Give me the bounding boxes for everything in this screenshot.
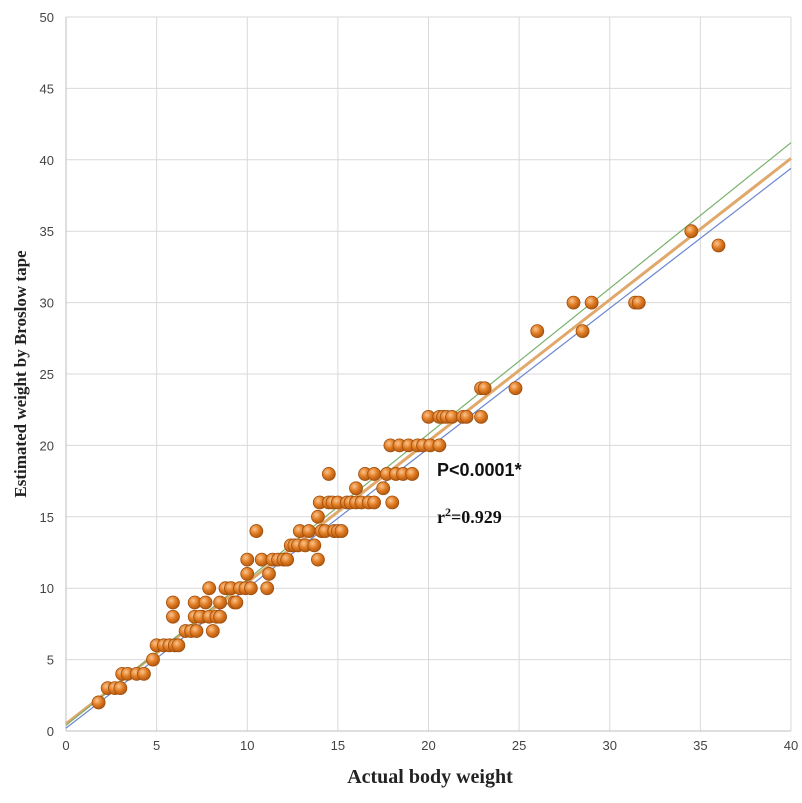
data-point xyxy=(113,681,128,696)
data-point xyxy=(137,666,151,681)
x-tick-label: 20 xyxy=(421,738,435,753)
y-tick-label: 5 xyxy=(47,653,54,668)
data-point xyxy=(631,295,646,310)
data-point xyxy=(334,524,349,538)
x-tick-label: 10 xyxy=(240,738,254,753)
data-point xyxy=(385,495,400,510)
r-squared-annotation: r2=0.929 xyxy=(437,505,502,527)
data-point xyxy=(262,567,276,581)
axes xyxy=(65,17,791,732)
y-tick-label: 0 xyxy=(47,724,54,739)
y-tick-label: 10 xyxy=(40,581,54,596)
data-point xyxy=(166,609,180,624)
data-point xyxy=(405,467,420,481)
data-point xyxy=(474,409,488,424)
data-point xyxy=(240,567,255,581)
data-point xyxy=(432,438,447,453)
x-tick-label: 35 xyxy=(693,738,707,753)
x-tick-label: 5 xyxy=(153,738,160,753)
p-value-annotation: P<0.0001* xyxy=(437,460,522,480)
data-point xyxy=(205,624,220,638)
y-tick-label: 30 xyxy=(40,296,54,311)
x-tick-labels: 0 5 10 15 20 25 30 35 40 xyxy=(62,738,798,753)
x-tick-label: 25 xyxy=(512,738,526,753)
data-point xyxy=(307,538,322,553)
y-tick-label: 35 xyxy=(40,224,54,239)
data-point xyxy=(321,467,336,481)
y-tick-label: 25 xyxy=(40,367,54,382)
y-axis-title: Estimated weight by Broslow tape xyxy=(11,250,30,498)
data-point xyxy=(477,381,492,396)
data-point xyxy=(146,652,160,667)
data-point xyxy=(566,295,581,310)
data-point xyxy=(213,595,227,610)
data-point xyxy=(249,524,264,538)
y-tick-labels: 0 5 10 15 20 25 30 35 40 45 50 xyxy=(40,10,54,739)
data-point xyxy=(311,509,325,524)
data-point xyxy=(301,524,316,538)
data-point xyxy=(198,595,213,610)
x-tick-label: 15 xyxy=(331,738,345,753)
y-tick-label: 40 xyxy=(40,153,54,168)
data-point xyxy=(584,295,599,310)
r-squared-prefix: r xyxy=(437,507,445,527)
data-point xyxy=(229,595,244,610)
data-point xyxy=(240,552,255,567)
data-point xyxy=(459,409,474,424)
y-tick-label: 15 xyxy=(40,510,54,525)
r-squared-value: =0.929 xyxy=(451,507,502,527)
data-point xyxy=(243,581,258,596)
data-point xyxy=(189,624,204,638)
r-squared-superscript: 2 xyxy=(445,505,451,519)
data-point xyxy=(280,552,295,567)
y-tick-label: 45 xyxy=(40,81,54,96)
data-point xyxy=(260,581,275,596)
data-point xyxy=(202,581,217,596)
data-point xyxy=(684,224,699,239)
data-point xyxy=(166,595,180,610)
data-point xyxy=(711,238,726,253)
x-axis-title: Actual body weight xyxy=(347,766,513,788)
data-point xyxy=(367,495,382,510)
data-point xyxy=(213,609,227,624)
data-point xyxy=(575,324,590,339)
data-point xyxy=(376,481,391,496)
data-point xyxy=(91,695,106,710)
grid xyxy=(66,16,792,731)
data-points xyxy=(91,224,726,710)
y-tick-label: 50 xyxy=(40,10,54,25)
data-point xyxy=(171,638,186,653)
x-tick-label: 0 xyxy=(62,738,69,753)
data-point xyxy=(508,381,523,396)
y-tick-label: 20 xyxy=(40,438,54,453)
data-point xyxy=(349,481,363,496)
data-point xyxy=(311,552,325,567)
x-tick-label: 30 xyxy=(603,738,617,753)
data-point xyxy=(530,324,545,339)
data-point xyxy=(367,467,382,481)
x-tick-label: 40 xyxy=(784,738,798,753)
